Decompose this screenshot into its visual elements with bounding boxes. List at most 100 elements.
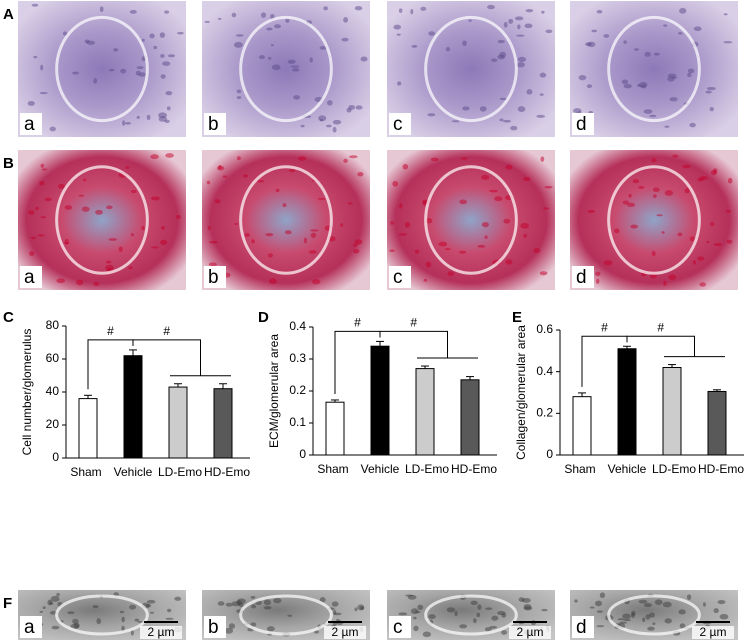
texture [218,165,222,170]
texture [160,239,168,246]
texture [622,613,631,620]
texture [399,203,403,209]
texture [679,7,687,14]
texture [668,274,677,280]
y-tick-label: 40 [46,384,60,398]
texture [524,23,533,29]
texture [49,611,57,615]
scale-label: 2 µm [332,625,359,639]
texture [130,189,137,194]
texture [136,66,144,70]
texture [687,68,695,74]
texture [325,124,332,128]
texture [623,40,627,44]
texture [484,627,492,632]
texture [327,100,333,106]
texture [459,624,468,629]
texture [297,156,307,161]
texture [160,74,166,79]
texture [290,65,300,68]
panel-label: D [258,309,269,326]
texture [357,171,364,177]
texture [410,9,414,15]
texture [591,29,598,33]
texture [349,155,358,159]
texture [697,256,705,261]
texture [699,176,708,180]
texture [268,278,277,285]
texture [174,596,182,601]
panel-label: F [3,595,12,612]
texture [476,612,481,618]
texture [56,278,65,284]
texture [159,32,165,38]
bracket [132,339,231,377]
texture [341,37,349,42]
texture [460,157,468,160]
texture [236,156,241,161]
texture [517,106,526,113]
texture [484,235,488,239]
texture [166,106,171,111]
x-tick-label: HD-Emo [451,462,497,476]
texture [713,608,719,614]
texture [573,108,582,114]
texture [129,9,137,14]
texture [331,601,339,607]
structure [239,165,333,275]
texture [639,81,648,88]
texture [723,41,733,44]
texture [208,262,217,267]
texture [42,606,46,610]
texture [503,218,511,224]
texture [51,625,60,630]
texture [160,54,165,58]
texture [231,12,237,18]
bar [123,355,143,459]
texture [692,260,697,265]
texture [35,206,39,210]
texture [656,214,663,217]
structure [607,15,701,123]
texture [167,608,172,613]
scale-bg [140,626,182,639]
texture [514,16,524,21]
texture [40,163,44,168]
texture [260,12,267,18]
x-tick-label: Sham [564,462,595,476]
texture [93,78,98,84]
texture [523,177,531,182]
texture [491,615,499,621]
texture [599,592,606,599]
texture [595,271,601,276]
bar [572,396,592,456]
texture [165,90,173,96]
texture [141,225,145,231]
scale-bg [509,626,551,639]
texture [236,89,242,94]
texture [706,240,710,244]
texture [596,610,603,613]
texture [719,613,729,620]
scale-label: 2 µm [148,625,175,639]
texture [541,608,548,612]
texture [727,177,733,184]
texture [204,20,210,23]
texture [627,202,635,207]
texture [251,604,257,609]
texture [587,209,596,213]
texture [225,602,233,607]
texture [445,46,451,52]
texture [481,222,489,228]
texture [470,600,478,606]
texture [661,231,665,234]
texture [595,278,600,284]
texture [160,225,165,230]
image-label: c [393,114,403,135]
texture [653,52,660,56]
texture [390,220,394,225]
texture [623,83,632,89]
texture [677,232,683,237]
y-tick-label: 0.6 [536,322,553,336]
annotation: # [107,324,114,338]
